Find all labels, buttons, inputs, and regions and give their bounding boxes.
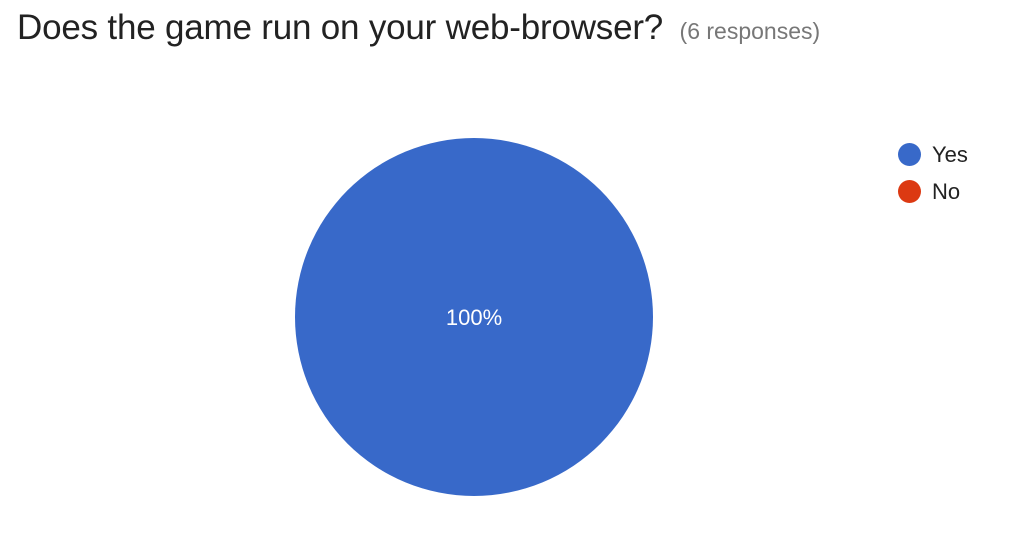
data-label-yes: 100% [446, 305, 502, 330]
legend-swatch-no [898, 180, 921, 203]
legend-label-yes: Yes [932, 141, 968, 167]
legend-item-yes[interactable]: Yes [898, 136, 968, 173]
legend-item-no[interactable]: No [898, 173, 968, 210]
chart-header: Does the game run on your web-browser? (… [17, 8, 820, 48]
legend-swatch-yes [898, 143, 921, 166]
response-count: (6 responses) [679, 18, 821, 44]
legend-label-no: No [932, 178, 961, 204]
chart-title: Does the game run on your web-browser? [17, 8, 664, 47]
pie-slice-yes[interactable] [295, 138, 653, 496]
legend: Yes No [898, 136, 968, 210]
